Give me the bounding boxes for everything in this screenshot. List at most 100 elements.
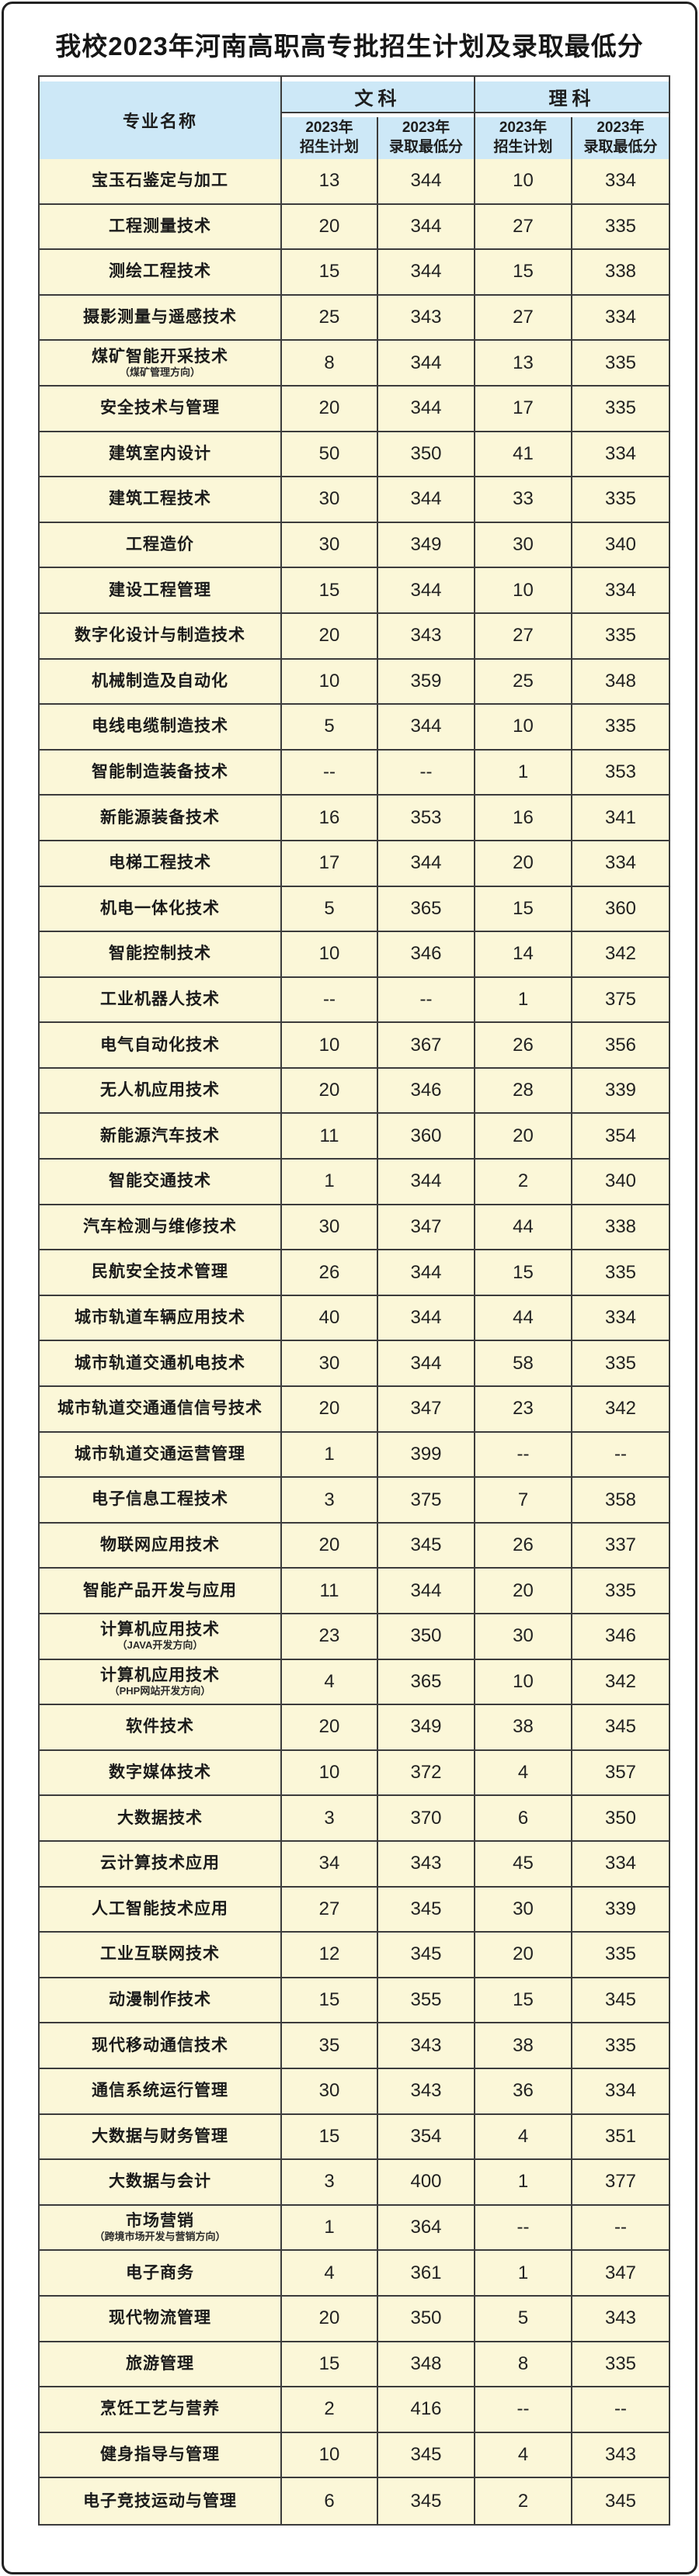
major-name-cell: 大数据与会计 [40,2160,282,2204]
major-name: 旅游管理 [126,2354,194,2373]
science-plan-cell: 5 [475,2296,572,2341]
science-plan-cell: 30 [475,1887,572,1932]
major-name-cell: 云计算技术应用 [40,1841,282,1886]
major-name: 电子商务 [126,2263,194,2282]
major-name: 建筑室内设计 [109,444,211,463]
science-plan-cell: 10 [475,1659,572,1704]
science-plan-cell: 1 [475,2251,572,2295]
table-row: 物联网应用技术 20 345 26 337 [40,1523,669,1569]
science-plan-cell: 1 [475,750,572,795]
arts-min-cell: 344 [378,1295,475,1340]
arts-min-cell: 365 [378,886,475,931]
major-name-cell: 民航安全技术管理 [40,1250,282,1295]
arts-plan-cell: 10 [282,2432,378,2477]
science-plan-cell: 58 [475,1341,572,1386]
table-row: 城市轨道交通通信信号技术 20 347 23 342 [40,1387,669,1433]
major-name: 大数据与会计 [109,2172,211,2191]
arts-min-cell: 344 [378,841,475,886]
header-year-label: 2023年 [305,120,353,137]
science-min-cell: 335 [572,341,669,385]
arts-plan-cell: 4 [282,1659,378,1704]
arts-plan-cell: 1 [282,1432,378,1477]
science-plan-cell: 4 [475,1750,572,1795]
major-name-cell: 城市轨道交通机电技术 [40,1341,282,1386]
arts-min-cell: 344 [378,477,475,522]
arts-min-cell: 344 [378,568,475,612]
arts-min-cell: 343 [378,1841,475,1886]
major-name-cell: 建设工程管理 [40,568,282,612]
science-min-cell: 346 [572,1614,669,1659]
science-min-cell: -- [572,2387,669,2432]
major-name-cell: 工业互联网技术 [40,1933,282,1977]
arts-min-cell: 344 [378,250,475,294]
arts-min-cell: 367 [378,1023,475,1067]
arts-plan-cell: 20 [282,2296,378,2341]
science-plan-cell: 26 [475,1023,572,1067]
science-min-cell: 356 [572,1023,669,1067]
header-year-label: 2023年 [499,120,548,137]
science-plan-cell: 15 [475,886,572,931]
table-row: 计算机应用技术 （JAVA开发方向） 23 350 30 346 [40,1614,669,1660]
table-body: 宝玉石鉴定与加工 13 344 10 334 工程测量技术 20 344 27 335 测绘工程技术… [40,159,669,2524]
science-plan-cell: 25 [475,659,572,704]
major-name-cell: 烹饪工艺与营养 [40,2387,282,2432]
science-plan-cell: 2 [475,1160,572,1204]
major-name: 计算机应用技术 [100,1621,220,1639]
arts-plan-cell: 4 [282,2251,378,2295]
arts-plan-cell: 15 [282,1978,378,2023]
arts-plan-cell: 15 [282,568,378,612]
major-name: 工程测量技术 [109,217,211,235]
arts-plan-cell: 34 [282,1841,378,1886]
table-row: 现代物流管理 20 350 5 343 [40,2296,669,2342]
major-name-cell: 电子商务 [40,2251,282,2295]
table-row: 数字媒体技术 10 372 4 357 [40,1750,669,1797]
arts-plan-cell: 10 [282,1023,378,1067]
arts-min-cell: 365 [378,1659,475,1704]
table-row: 通信系统运行管理 30 343 36 334 [40,2068,669,2115]
science-plan-cell: 1 [475,2160,572,2204]
science-plan-cell: 20 [475,1933,572,1977]
arts-plan-cell: 20 [282,613,378,658]
arts-min-cell: 345 [378,1523,475,1568]
science-min-cell: 353 [572,750,669,795]
arts-min-cell: 344 [378,386,475,431]
table-row: 烹饪工艺与营养 2 416 -- -- [40,2387,669,2433]
science-plan-cell: 33 [475,477,572,522]
arts-plan-cell: 20 [282,1387,378,1431]
science-min-cell: 335 [572,2342,669,2387]
arts-plan-cell: 20 [282,1705,378,1749]
major-name-cell: 城市轨道车辆应用技术 [40,1295,282,1340]
science-min-cell: 335 [572,1569,669,1613]
major-name: 机电一体化技术 [100,899,220,917]
science-plan-cell: 15 [475,250,572,294]
major-name: 大数据与财务管理 [92,2127,228,2145]
science-min-cell: 337 [572,1523,669,1568]
major-name: 电气自动化技术 [100,1035,220,1054]
major-name-cell: 智能交通技术 [40,1160,282,1204]
major-name: 智能控制技术 [109,945,211,963]
arts-min-cell: 353 [378,796,475,840]
science-min-cell: 334 [572,295,669,340]
table-row: 旅游管理 15 348 8 335 [40,2342,669,2388]
table-row: 城市轨道交通运营管理 1 399 -- -- [40,1432,669,1479]
science-min-cell: 342 [572,1659,669,1704]
science-plan-cell: 20 [475,1569,572,1613]
major-name-cell: 城市轨道交通通信信号技术 [40,1387,282,1431]
arts-plan-cell: 20 [282,386,378,431]
science-plan-cell: 4 [475,2114,572,2159]
arts-min-cell: 345 [378,2432,475,2477]
major-note: （JAVA开发方向） [116,1639,203,1652]
major-name: 无人机应用技术 [100,1081,220,1100]
major-name: 工程造价 [126,535,194,553]
science-min-cell: 334 [572,159,669,203]
major-name: 摄影测量与遥感技术 [83,308,237,326]
arts-min-cell: 344 [378,1160,475,1204]
header-top-gap [475,77,669,81]
table-row: 大数据与会计 3 400 1 377 [40,2160,669,2206]
arts-plan-cell: 26 [282,1250,378,1295]
major-name-cell: 电子竞技运动与管理 [40,2478,282,2524]
science-plan-cell: 15 [475,1978,572,2023]
major-name: 人工智能技术应用 [92,1899,228,1918]
major-name-cell: 电梯工程技术 [40,841,282,886]
major-name: 智能交通技术 [109,1172,211,1191]
